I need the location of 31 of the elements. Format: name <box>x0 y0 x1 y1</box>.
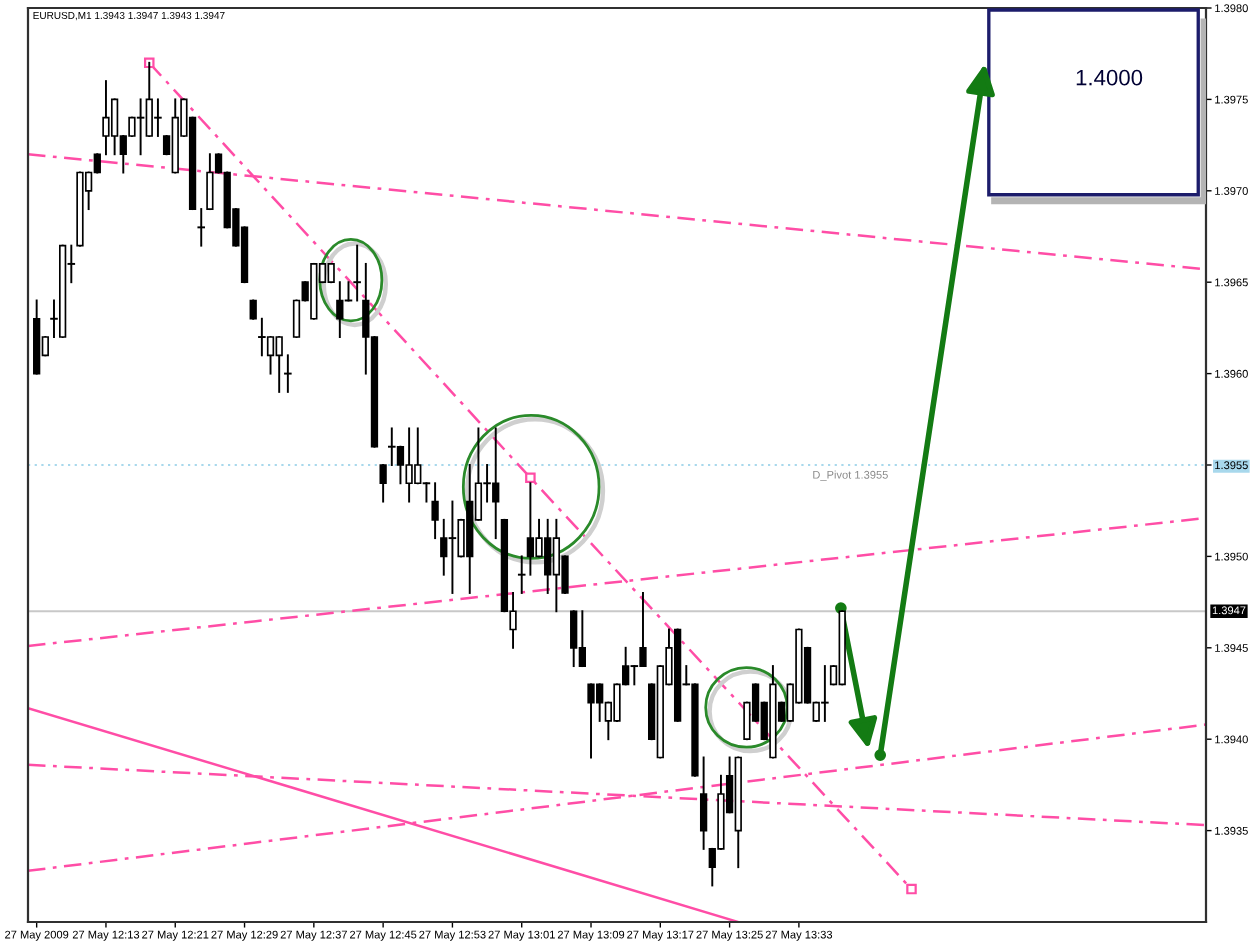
candlestick <box>388 427 396 466</box>
candlestick <box>336 281 344 339</box>
candlestick <box>448 500 457 594</box>
candlestick <box>379 464 387 503</box>
candlestick <box>275 336 283 393</box>
candlestick <box>396 445 405 485</box>
candlestick <box>699 756 708 850</box>
candlestick <box>136 98 145 156</box>
candlestick <box>197 208 206 247</box>
candlestick <box>102 80 110 156</box>
candlestick <box>249 299 257 320</box>
candlestick <box>578 610 587 668</box>
candlestick <box>405 427 413 503</box>
annotation: 1.4000 <box>1076 69 1143 86</box>
point <box>525 472 536 484</box>
candlestick <box>266 336 275 375</box>
candlestick <box>206 153 214 211</box>
candlestick <box>587 683 595 759</box>
candlestick <box>327 262 335 284</box>
candlestick <box>353 244 361 302</box>
candlestick <box>258 317 266 357</box>
candlestick <box>284 354 292 393</box>
candlestick <box>821 665 829 722</box>
candlestick <box>154 98 162 137</box>
candlestick <box>552 518 561 613</box>
candlestick <box>570 610 578 668</box>
candlestick <box>110 98 119 156</box>
candlestick <box>431 482 439 540</box>
candlestick <box>639 591 647 668</box>
point <box>906 883 917 895</box>
candlestick <box>440 518 448 576</box>
